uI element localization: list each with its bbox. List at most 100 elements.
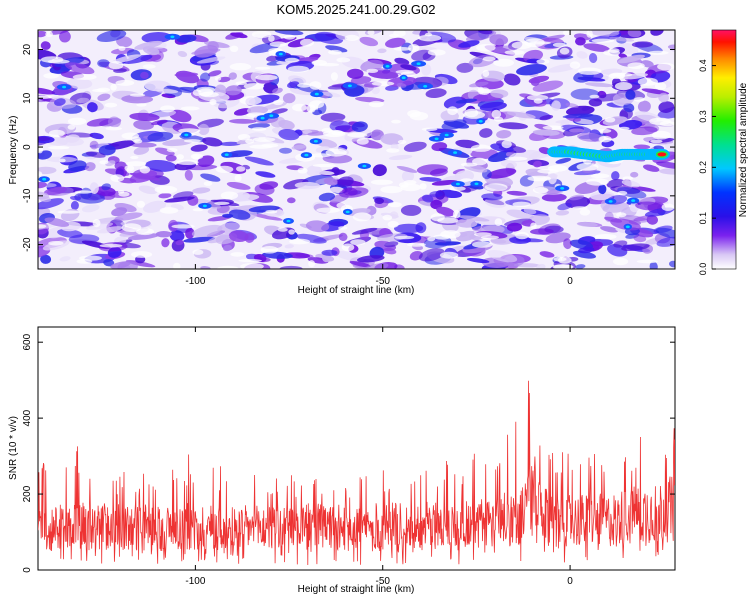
heatmap-cell [323,177,338,186]
heatmap-cell [292,103,307,112]
heatmap-cell [423,85,428,88]
figure-title: KOM5.2025.241.00.29.G02 [276,2,435,17]
heatmap-cell [491,109,502,119]
heatmap-cell [359,36,379,47]
heatmap-cell [237,134,251,141]
heatmap-y-ticks: -20 -10 0 10 20 [22,44,675,252]
heatmap-cell [618,126,630,131]
heatmap-cell [562,30,571,35]
heatmap-cell [406,242,426,247]
heatmap-cell [97,87,111,93]
heatmap-cell [366,205,377,216]
heatmap-cell [49,30,72,35]
heatmap-cell [239,96,262,105]
heatmap-cell [229,209,251,220]
heatmap-cell [380,133,404,145]
heatmap-cell [306,104,316,113]
heatmap-cell [589,94,600,99]
heatmap-cell [68,160,87,172]
heatmap-cell [569,128,585,133]
heatmap-cell [225,85,242,96]
heatmap-cell [382,214,393,221]
heatmap-cell [225,32,244,40]
heatmap-cell [118,191,130,197]
heatmap-cell [140,71,149,79]
heatmap-cell [385,65,390,68]
heatmap-cell [111,54,142,64]
heatmap-cell [251,127,267,131]
heatmap-cell [650,30,664,36]
heatmap-cell [637,100,651,113]
heatmap-cell [474,182,479,186]
heatmap-cell [296,233,327,244]
heatmap-cell [356,255,385,263]
heatmap-cell [474,232,492,237]
heatmap-cell [133,119,154,130]
heatmap-cell [309,81,322,90]
heatmap-cell [421,64,432,76]
heatmap-cell [598,135,612,143]
heatmap-cell [604,117,616,123]
heatmap-cell [273,99,284,106]
heatmap-cell [198,123,210,135]
heatmap-cell [555,210,570,216]
heatmap-cell [490,89,509,99]
heatmap-cell [590,191,615,201]
heatmap-cell [577,132,605,142]
heatmap-cell [259,181,279,190]
heatmap-ylabel: Frequency (Hz) [8,116,19,185]
heatmap-cell [114,212,143,221]
heatmap-cell [368,100,384,108]
heatmap-cell [633,215,654,222]
heatmap-cell [555,157,572,164]
track-point [657,152,667,157]
heatmap-cell [325,148,347,157]
heatmap-cell [42,177,47,181]
heatmap-cell [489,34,509,46]
heatmap-cell [572,250,597,259]
heatmap-cell [393,47,412,51]
heatmap-cell [155,147,175,156]
heatmap-cell [493,58,514,67]
heatmap-cell [138,185,158,195]
heatmap-cell [635,201,662,211]
heatmap-cell [107,116,121,128]
heatmap-cell [69,195,82,201]
heatmap-cell [560,187,565,190]
heatmap-cell [240,263,264,269]
heatmap-cell [287,65,309,73]
heatmap-cell [170,35,175,39]
heatmap-cell [661,203,675,211]
heatmap-cell [385,85,399,91]
heatmap-cell [72,74,97,80]
colorbar-frame [711,29,737,270]
heatmap-cell [429,190,444,198]
heatmap-cell [576,162,599,171]
heatmap-cell [331,130,344,136]
heatmap-cell [433,234,451,240]
heatmap-cell [38,224,47,229]
heatmap-cell [180,106,200,111]
heatmap-cell [377,48,387,54]
heatmap-cell [617,30,636,36]
heatmap-cell [336,57,351,63]
heatmap-cell [506,190,527,196]
heatmap-cell [184,133,189,137]
heatmap-cell [608,48,620,53]
heatmap-cell [194,45,218,58]
heatmap-cell [659,168,675,175]
snr-panel: -100 -50 0 0 200 400 600 Height of straight l… [8,326,676,595]
x-tick-label: 0 [567,576,573,587]
heatmap-cell [192,154,200,160]
heatmap-cell [282,93,296,104]
heatmap-cell [116,36,133,48]
heatmap-cell [359,263,389,269]
heatmap-cell [226,150,253,158]
heatmap-cell [185,227,195,239]
heatmap-cell [562,113,594,119]
heatmap-cell [255,74,278,81]
heatmap-cell [333,250,365,262]
heatmap-cell [125,161,147,167]
heatmap-cell [484,183,508,192]
heatmap-cell [254,66,271,70]
